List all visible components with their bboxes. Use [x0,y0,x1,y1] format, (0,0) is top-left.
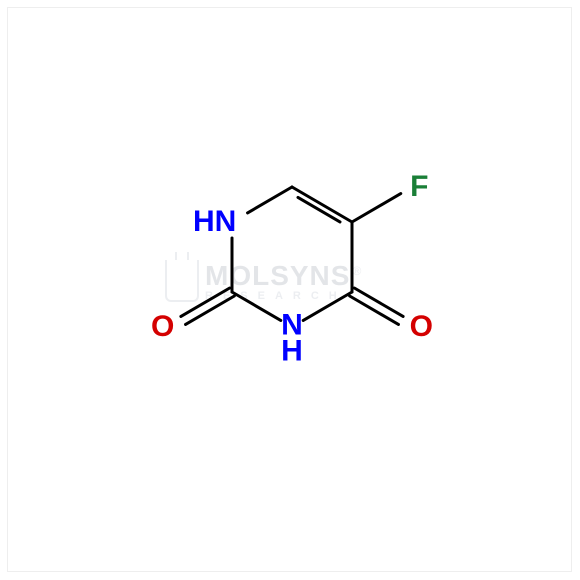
atom-f: F [410,170,428,204]
atom-o2: O [151,310,174,344]
atom-n1: HN [193,205,236,239]
atom-n3: NH [281,313,303,364]
atom-layer: HN NH F O O [0,0,580,580]
atom-o4: O [410,310,433,344]
